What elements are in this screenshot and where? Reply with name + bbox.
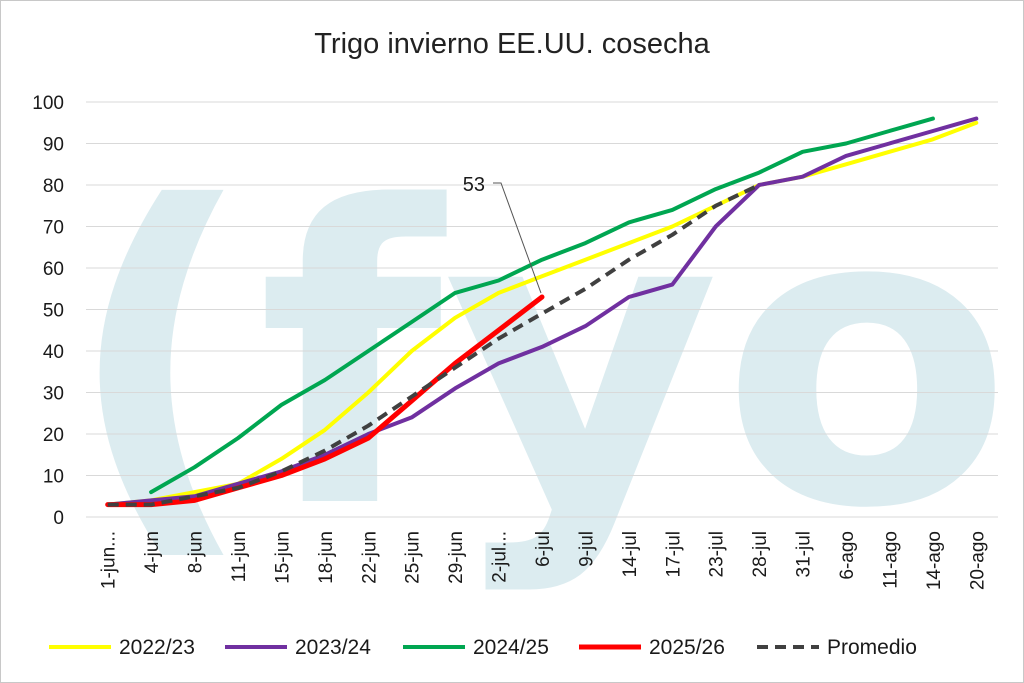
legend-label-2022-23: 2022/23 xyxy=(119,636,195,659)
series-line-2025-26 xyxy=(105,294,545,508)
chart-title: Trigo invierno EE.UU. cosecha xyxy=(314,28,710,60)
y-tick-label-70: 70 xyxy=(43,218,64,239)
x-tick-label-14-ago: 14-ago xyxy=(924,531,945,590)
y-tick-label-30: 30 xyxy=(43,384,64,405)
y-tick-label-40: 40 xyxy=(43,342,64,363)
y-tick-label-60: 60 xyxy=(43,259,64,280)
series-line-2024-25 xyxy=(149,116,935,495)
legend-label-promedio: Promedio xyxy=(827,636,917,659)
x-tick-label-2-jul...: 2-jul... xyxy=(490,531,511,583)
x-tick-label-6-ago: 6-ago xyxy=(837,531,858,580)
x-tick-label-6-jul: 6-jul xyxy=(533,531,554,567)
x-tick-label-15-jun: 15-jun xyxy=(272,531,293,584)
annotation-label: 53 xyxy=(463,174,485,196)
x-tick-label-25-jun: 25-jun xyxy=(403,531,424,584)
series-line-2023-24 xyxy=(105,116,979,507)
x-tick-label-4-jun: 4-jun xyxy=(142,531,163,573)
legend-label-2023-24: 2023/24 xyxy=(295,636,371,659)
y-tick-label-20: 20 xyxy=(43,425,64,446)
annotations: 53 xyxy=(463,174,542,294)
y-tick-label-100: 100 xyxy=(32,93,64,114)
x-tick-label-20-ago: 20-ago xyxy=(967,531,988,590)
x-tick-label-18-jun: 18-jun xyxy=(316,531,337,584)
y-tick-label-10: 10 xyxy=(43,467,64,488)
legend-label-2024-25: 2024/25 xyxy=(473,636,549,659)
series-line-2022-23 xyxy=(105,120,979,507)
legend: 2022/23 2023/24 2024/25 2025/26 Promedio xyxy=(49,636,917,659)
x-tick-label-14-jul: 14-jul xyxy=(620,531,641,577)
x-tick-label-17-jul: 17-jul xyxy=(663,531,684,577)
x-tick-label-28-jul: 28-jul xyxy=(750,531,771,577)
y-tick-label-50: 50 xyxy=(43,301,64,322)
series-lines xyxy=(105,116,979,508)
legend-label-2025-26: 2025/26 xyxy=(649,636,725,659)
x-tick-label-11-ago: 11-ago xyxy=(880,531,901,589)
x-tick-label-23-jul: 23-jul xyxy=(707,531,728,577)
watermark-logo: (fyo xyxy=(63,120,1013,598)
axes: 0 10 20 30 40 50 60 70 80 90 100 1-jun... 4-jun 8-jun… xyxy=(32,93,988,590)
series-line-promedio xyxy=(107,183,760,507)
x-tick-label-31-jul: 31-jul xyxy=(794,531,815,577)
x-tick-label-1-jun...: 1-jun... xyxy=(99,531,120,589)
x-tick-label-22-jun: 22-jun xyxy=(359,531,380,584)
x-tick-label-9-jul: 9-jul xyxy=(576,531,597,567)
annotation-leader xyxy=(493,182,542,294)
x-tick-label-29-jun: 29-jun xyxy=(446,531,467,584)
x-tick-label-8-jun: 8-jun xyxy=(186,531,207,573)
y-tick-label-90: 90 xyxy=(43,135,64,156)
x-tick-label-11-jun: 11-jun xyxy=(229,531,250,582)
y-tick-label-0: 0 xyxy=(53,508,64,529)
y-tick-label-80: 80 xyxy=(43,176,64,197)
